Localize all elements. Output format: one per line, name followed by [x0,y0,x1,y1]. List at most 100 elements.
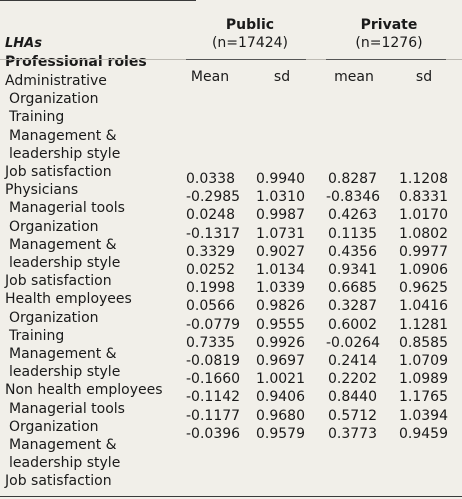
table-cell: 1.0339 [256,280,305,297]
table-cell: 0.0566 [186,298,235,315]
table-cell: 0.9555 [256,316,305,333]
row-label: leadership style [9,455,121,472]
table-cell: 0.5712 [328,407,377,424]
table-cell: 0.3287 [328,298,377,315]
public-n: (n=17424) [211,35,289,51]
table-cell: 1.1765 [399,389,448,406]
table-cell: 0.9625 [399,280,448,297]
table-cell: 0.7335 [186,334,235,351]
col-private-mean: mean [334,69,374,85]
table-cell: 1.1208 [399,171,448,187]
table-cell: 0.9977 [399,243,448,260]
table-cell: -0.1317 [186,225,241,242]
table-cell: 0.9579 [256,425,305,442]
public-header: Public (n=17424) [192,16,308,52]
table-cell: -0.0819 [186,353,241,370]
group-rule-public [186,59,306,60]
row-label: Job satisfaction [5,164,112,181]
private-sd-column: 1.1208 0.8331 1.0170 1.0802 0.9977 1.0906 0.96… [398,170,448,443]
table-cell: 0.8585 [399,334,448,351]
table-cell: 1.0170 [399,207,448,224]
table-cell: 1.0416 [399,298,448,315]
table-cell: -0.0264 [326,334,381,351]
row-label: Non health employees [5,382,163,399]
row-label: Organization [9,218,99,235]
table-cell: 0.4263 [328,207,377,224]
group-rule-private [326,59,446,60]
table-cell: 1.0709 [399,353,448,370]
table-cell: 0.9697 [256,353,305,370]
public-sd-column: 0.9940 1.0310 0.9987 1.0731 0.9027 1.0134 1.03… [255,170,305,443]
table-cell: 0.0252 [186,262,235,279]
table-cell: 1.0134 [256,262,305,279]
table-cell: 0.3773 [328,425,377,442]
professional-roles-label: Professional roles [5,54,147,70]
row-label: Managerial tools [9,200,125,217]
table-cell: 0.9826 [256,298,305,315]
col-public-mean: Mean [190,69,230,85]
table-cell: -0.1660 [186,371,241,388]
table-cell: 1.0731 [256,225,305,242]
table-cell: 1.0802 [399,225,448,242]
table-cell: 0.9940 [256,171,305,187]
table-cell: -0.2985 [186,189,241,206]
table-cell: 0.8287 [328,171,377,187]
table-cell: -0.8346 [326,189,381,206]
row-label: Health employees [5,291,132,308]
row-label: Organization [9,91,99,108]
private-mean-column: 0.8287 -0.8346 0.4263 0.1135 0.4356 0.9341 0.6… [326,170,381,443]
row-label: Managerial tools [9,400,125,417]
table-cell: -0.0779 [186,316,241,333]
table-cell: 0.9987 [256,207,305,224]
table-cell: 0.6685 [328,280,377,297]
row-label: Management & [9,346,117,363]
table-cell: -0.0396 [186,425,241,442]
table-cell: 0.0248 [186,207,235,224]
col-public-sd: sd [273,69,291,85]
row-label: Physicians [5,182,79,199]
row-labels: Administrative Organization Training Manage… [5,72,163,491]
table-cell: 0.9926 [256,334,305,351]
top-rule [0,0,190,1]
row-label: Organization [9,418,99,435]
table-cell: 0.8331 [399,189,448,206]
table-cell: -0.1142 [186,389,241,406]
table-cell: 0.8440 [328,389,377,406]
table-cell: 0.2202 [328,371,377,388]
table-cell: 1.0021 [256,371,305,388]
row-label: Job satisfaction [5,473,112,490]
row-label: Training [9,327,65,344]
table-cell: 1.0310 [256,189,305,206]
private-header: Private (n=1276) [334,16,444,52]
row-label: Organization [9,309,99,326]
table-cell: 0.9027 [256,243,305,260]
table-cell: 0.9459 [399,425,448,442]
public-mean-column: 0.0338 -0.2985 0.0248 -0.1317 0.3329 0.0252 0.… [186,170,241,443]
table-cell: 0.9406 [256,389,305,406]
table-cell: 1.0394 [399,407,448,424]
row-label: leadership style [9,255,121,272]
table-cell: 0.3329 [186,243,235,260]
col-private-sd: sd [415,69,433,85]
table-cell: 1.0906 [399,262,448,279]
private-n: (n=1276) [355,35,423,51]
table-cell: 0.2414 [328,353,377,370]
top-rule-segment [190,0,196,1]
public-label: Public [225,17,275,33]
row-label: Management & [9,437,117,454]
table-cell: 0.4356 [328,243,377,260]
lhas-label: LHAs [5,36,42,51]
row-label: Management & [9,127,117,144]
row-label: Administrative [5,73,107,89]
table-cell: -0.1177 [186,407,241,424]
table-cell: 0.1135 [328,225,377,242]
table-cell: 0.9341 [328,262,377,279]
table-cell: 0.0338 [186,171,235,187]
row-label: Training [9,109,65,126]
table-cell: 0.6002 [328,316,377,333]
table-cell: 0.1998 [186,280,235,297]
table-cell: 1.1281 [399,316,448,333]
row-label: leadership style [9,364,121,381]
row-label: Job satisfaction [5,273,112,290]
table-cell: 1.0989 [399,371,448,388]
